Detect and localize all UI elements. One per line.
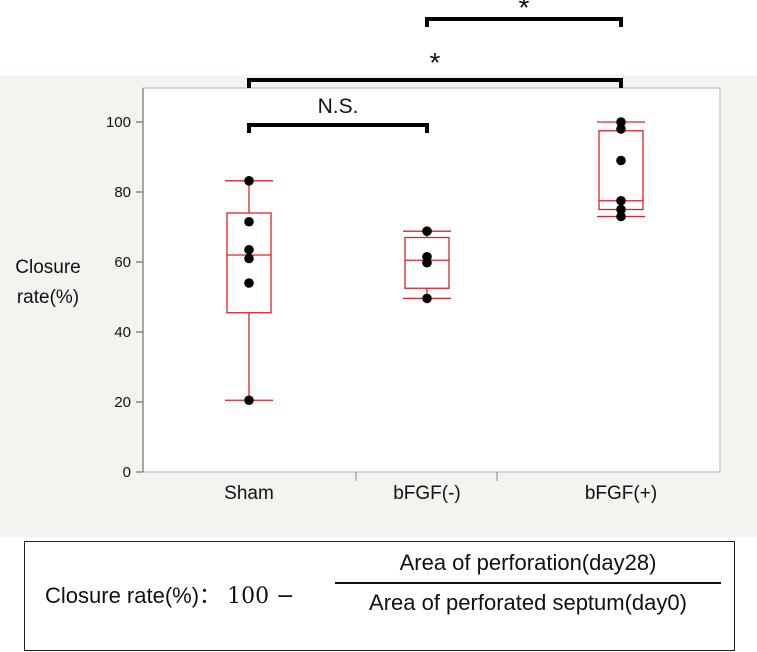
data-point bbox=[244, 244, 254, 255]
iqr-box bbox=[404, 236, 450, 289]
data-point bbox=[422, 251, 432, 262]
formula-prefix: Closure rate(%)： 100 − bbox=[45, 578, 295, 610]
iqr-box bbox=[226, 212, 272, 314]
formula-numerator: Area of perforation(day28) bbox=[399, 550, 657, 575]
y-tick-label: 80 bbox=[114, 184, 131, 201]
x-tick-label: Sham bbox=[224, 483, 274, 504]
y-tick-label: 20 bbox=[114, 394, 131, 411]
box-plot-chart: Closure rate(%) 0 20 40 60 80 100 Sham bFGF(-) b… bbox=[15, 0, 721, 504]
data-point bbox=[616, 195, 626, 206]
y-tick-label: 60 bbox=[114, 254, 131, 271]
data-point bbox=[244, 395, 254, 406]
significance-label: * bbox=[519, 0, 530, 23]
y-tick-label: 0 bbox=[123, 464, 131, 481]
formula-constant: 100 − bbox=[227, 584, 295, 609]
formula-box: Closure rate(%)： 100 − Area of perforati… bbox=[24, 541, 735, 651]
data-point bbox=[422, 293, 432, 304]
significance-label: N.S. bbox=[318, 95, 359, 118]
significance-label: * bbox=[430, 47, 441, 78]
y-axis-label-line1: Closure bbox=[15, 257, 80, 278]
data-point bbox=[616, 155, 626, 166]
data-point bbox=[616, 211, 626, 222]
data-point bbox=[616, 204, 626, 215]
data-point bbox=[244, 278, 254, 288]
y-tick-label: 100 bbox=[106, 114, 131, 131]
formula-label: Closure rate(%)： bbox=[45, 583, 222, 608]
data-point bbox=[244, 176, 254, 186]
x-tick-label: bFGF(+) bbox=[585, 483, 657, 504]
significance-bracket bbox=[247, 78, 623, 88]
formula-fraction: Area of perforation(day28) Area of perfo… bbox=[335, 550, 721, 616]
data-point bbox=[244, 216, 254, 227]
significance-bracket bbox=[425, 17, 623, 27]
plot-area bbox=[142, 87, 721, 473]
significance-bracket bbox=[247, 123, 429, 133]
y-axis-label-line2: rate(%) bbox=[17, 287, 79, 308]
data-point bbox=[422, 226, 432, 236]
formula-denominator: Area of perforated septum(day0) bbox=[369, 590, 687, 615]
y-tick-label: 40 bbox=[114, 324, 131, 341]
x-tick-label: bFGF(-) bbox=[393, 483, 461, 504]
fraction-bar bbox=[335, 582, 721, 584]
data-point bbox=[616, 124, 626, 134]
data-point bbox=[244, 253, 254, 264]
data-point bbox=[616, 117, 626, 127]
